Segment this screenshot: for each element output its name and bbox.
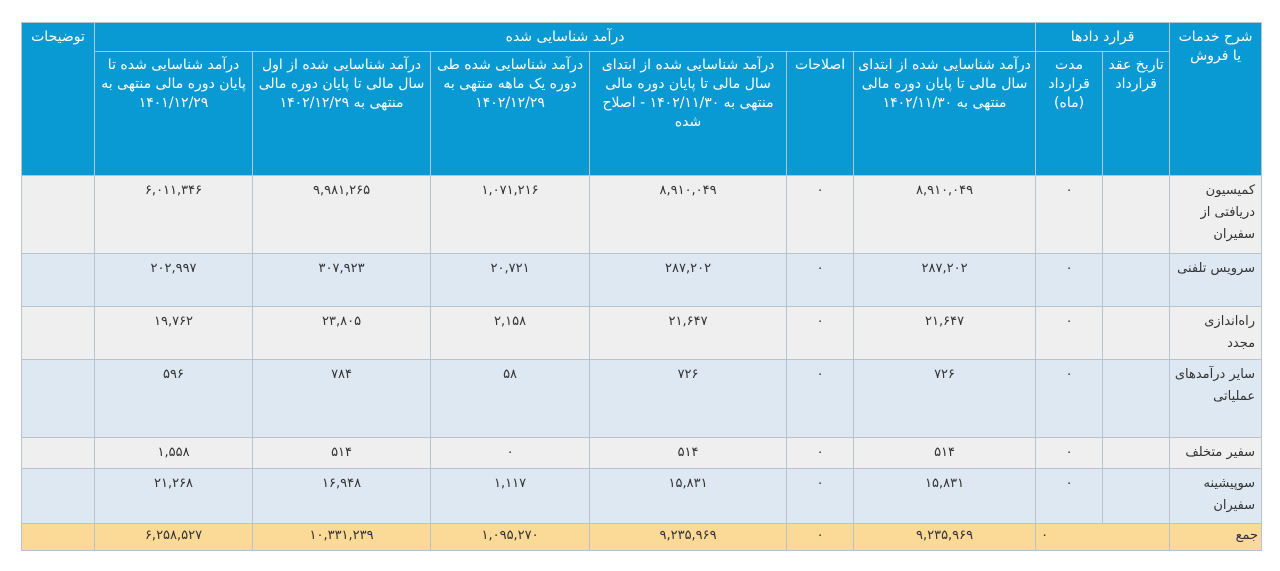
row-contract-duration: ۰ <box>1035 437 1104 469</box>
row-corrections: ۰ <box>786 468 855 524</box>
row-contract-date <box>1102 306 1171 360</box>
header-revenue-one-month: درآمد شناسایی شده طی دوره یک ماهه منتهی … <box>430 51 591 176</box>
header-revenue-year-to-1402-12-29: درآمد شناسایی شده از اول سال مالی تا پای… <box>252 51 432 176</box>
table-row: کمیسیون دریافتی از سفیران ۰ ۸,۹۱۰,۰۴۹ ۰ … <box>21 175 1263 254</box>
header-contract-duration: مدت قرارداد (ماه) <box>1035 51 1104 176</box>
row-revenue-3: ۲,۱۵۸ <box>430 306 591 360</box>
total-label: جمع <box>1169 523 1263 551</box>
row-revenue-3: ۱,۰۷۱,۲۱۶ <box>430 175 591 254</box>
total-revenue-1: ۹,۲۳۵,۹۶۹ <box>853 523 1037 551</box>
header-revenue-to-1401-12-29: درآمد شناسایی شده تا پایان دوره مالی منت… <box>93 51 254 176</box>
row-contract-duration: ۰ <box>1035 175 1104 254</box>
row-revenue-5: ۲۰۲,۹۹۷ <box>93 253 254 307</box>
header-contract-date: تاریخ عقد قرارداد <box>1102 51 1171 176</box>
row-corrections: ۰ <box>786 175 855 254</box>
revenue-table-container: شرح خدمات یا فروش قرارد دادها درآمد شناس… <box>21 22 1263 551</box>
header-corrections: اصلاحات <box>786 51 855 176</box>
total-notes <box>21 523 95 551</box>
row-revenue-2: ۲۱,۶۴۷ <box>589 306 788 360</box>
row-contract-date <box>1102 468 1171 524</box>
row-notes <box>21 468 95 524</box>
row-notes <box>21 306 95 360</box>
total-revenue-4: ۱۰,۳۳۱,۲۳۹ <box>252 523 432 551</box>
row-revenue-1: ۸,۹۱۰,۰۴۹ <box>853 175 1037 254</box>
row-revenue-5: ۶,۰۱۱,۳۴۶ <box>93 175 254 254</box>
table-row: راه‌اندازی مجدد ۰ ۲۱,۶۴۷ ۰ ۲۱,۶۴۷ ۲,۱۵۸ … <box>21 306 1263 360</box>
total-revenue-5: ۶,۲۵۸,۵۲۷ <box>93 523 254 551</box>
table-row: سوپیشینه سفیران ۰ ۱۵,۸۳۱ ۰ ۱۵,۸۳۱ ۱,۱۱۷ … <box>21 468 1263 524</box>
row-contract-date <box>1102 437 1171 469</box>
row-desc: سوپیشینه سفیران <box>1169 468 1263 524</box>
total-revenue-3: ۱,۰۹۵,۲۷۰ <box>430 523 591 551</box>
row-revenue-3: ۰ <box>430 437 591 469</box>
row-corrections: ۰ <box>786 306 855 360</box>
row-revenue-5: ۲۱,۲۶۸ <box>93 468 254 524</box>
row-revenue-1: ۲۸۷,۲۰۲ <box>853 253 1037 307</box>
row-corrections: ۰ <box>786 437 855 469</box>
total-duration-marker: ۰ <box>1035 523 1171 551</box>
row-contract-duration: ۰ <box>1035 468 1104 524</box>
row-corrections: ۰ <box>786 359 855 438</box>
row-desc: سرویس تلفنی <box>1169 253 1263 307</box>
row-desc: راه‌اندازی مجدد <box>1169 306 1263 360</box>
row-contract-date <box>1102 253 1171 307</box>
row-revenue-2: ۸,۹۱۰,۰۴۹ <box>589 175 788 254</box>
row-revenue-2: ۷۲۶ <box>589 359 788 438</box>
row-contract-duration: ۰ <box>1035 359 1104 438</box>
header-contracts-group: قرارد دادها <box>1035 22 1171 52</box>
row-notes <box>21 437 95 469</box>
row-contract-date <box>1102 359 1171 438</box>
row-revenue-4: ۵۱۴ <box>252 437 432 469</box>
header-revenue-group: درآمد شناسایی شده <box>93 22 1037 52</box>
row-notes <box>21 175 95 254</box>
row-revenue-4: ۱۶,۹۴۸ <box>252 468 432 524</box>
row-revenue-5: ۵۹۶ <box>93 359 254 438</box>
table-row: سفیر متخلف ۰ ۵۱۴ ۰ ۵۱۴ ۰ ۵۱۴ ۱,۵۵۸ <box>21 437 1263 469</box>
table-row: سرویس تلفنی ۰ ۲۸۷,۲۰۲ ۰ ۲۸۷,۲۰۲ ۲۰,۷۲۱ ۳… <box>21 253 1263 307</box>
row-notes <box>21 253 95 307</box>
row-revenue-1: ۲۱,۶۴۷ <box>853 306 1037 360</box>
row-revenue-3: ۱,۱۱۷ <box>430 468 591 524</box>
row-contract-duration: ۰ <box>1035 253 1104 307</box>
header-revenue-corrected: درآمد شناسایی شده از ابتدای سال مالی تا … <box>589 51 788 176</box>
total-revenue-2: ۹,۲۳۵,۹۶۹ <box>589 523 788 551</box>
total-row: جمع ۰ ۹,۲۳۵,۹۶۹ ۰ ۹,۲۳۵,۹۶۹ ۱,۰۹۵,۲۷۰ ۱۰… <box>21 523 1263 551</box>
header-service-desc: شرح خدمات یا فروش <box>1169 22 1263 176</box>
row-revenue-4: ۳۰۷,۹۲۳ <box>252 253 432 307</box>
row-revenue-4: ۹,۹۸۱,۲۶۵ <box>252 175 432 254</box>
table-row: سایر درآمدهای عملیاتی ۰ ۷۲۶ ۰ ۷۲۶ ۵۸ ۷۸۴… <box>21 359 1263 438</box>
row-revenue-1: ۷۲۶ <box>853 359 1037 438</box>
row-revenue-2: ۱۵,۸۳۱ <box>589 468 788 524</box>
row-notes <box>21 359 95 438</box>
row-revenue-2: ۲۸۷,۲۰۲ <box>589 253 788 307</box>
row-revenue-5: ۱,۵۵۸ <box>93 437 254 469</box>
row-revenue-3: ۵۸ <box>430 359 591 438</box>
row-desc: سفیر متخلف <box>1169 437 1263 469</box>
row-revenue-1: ۱۵,۸۳۱ <box>853 468 1037 524</box>
total-corrections: ۰ <box>786 523 855 551</box>
row-desc: کمیسیون دریافتی از سفیران <box>1169 175 1263 254</box>
header-notes: توضیحات <box>21 22 95 176</box>
row-contract-duration: ۰ <box>1035 306 1104 360</box>
row-revenue-5: ۱۹,۷۶۲ <box>93 306 254 360</box>
row-revenue-2: ۵۱۴ <box>589 437 788 469</box>
header-revenue-to-1402-11-30: درآمد شناسایی شده از ابتدای سال مالی تا … <box>853 51 1037 176</box>
row-revenue-1: ۵۱۴ <box>853 437 1037 469</box>
row-revenue-4: ۲۳,۸۰۵ <box>252 306 432 360</box>
row-revenue-4: ۷۸۴ <box>252 359 432 438</box>
row-revenue-3: ۲۰,۷۲۱ <box>430 253 591 307</box>
row-corrections: ۰ <box>786 253 855 307</box>
row-contract-date <box>1102 175 1171 254</box>
revenue-table: شرح خدمات یا فروش قرارد دادها درآمد شناس… <box>21 22 1263 551</box>
row-desc: سایر درآمدهای عملیاتی <box>1169 359 1263 438</box>
